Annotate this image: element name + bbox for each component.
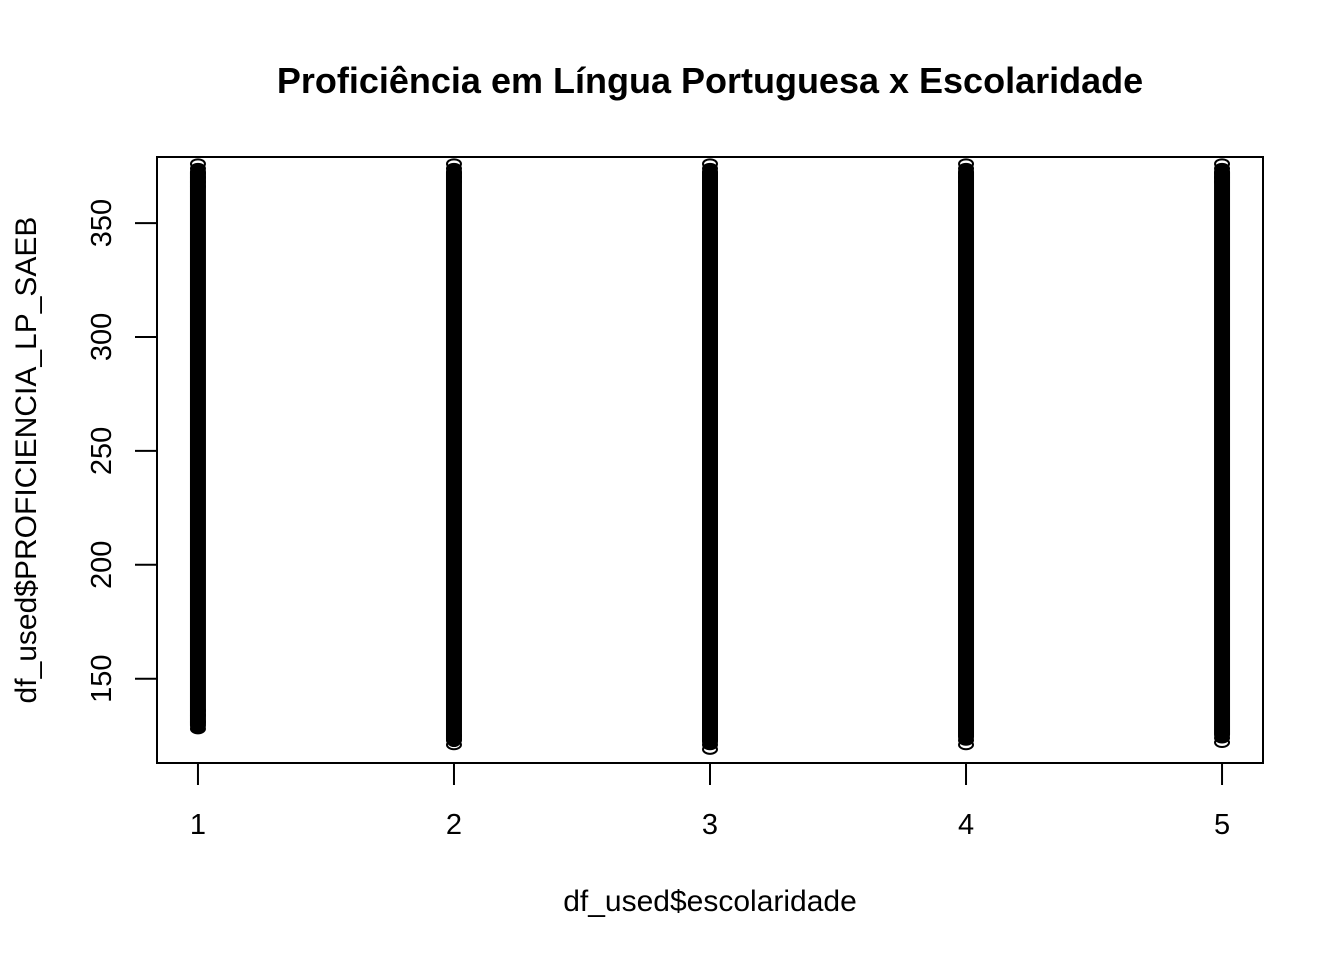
data-point — [702, 743, 718, 755]
y-axis-label: df_used$PROFICIENCIA_LP_SAEB — [10, 217, 43, 704]
y-tick-label: 300 — [86, 313, 118, 361]
data-point — [958, 734, 975, 746]
point-column-4 — [958, 158, 975, 751]
x-tick-label: 2 — [446, 809, 462, 841]
data-point — [189, 705, 206, 717]
data-point — [1214, 158, 1231, 170]
data-point — [1214, 162, 1231, 174]
data-point — [702, 158, 718, 170]
y-tick-label: 350 — [86, 199, 118, 247]
data-point — [189, 709, 206, 721]
point-cluster-body — [1214, 163, 1231, 743]
data-point — [958, 739, 975, 751]
point-column-1 — [189, 158, 206, 735]
data-point — [189, 716, 206, 728]
data-point — [445, 730, 462, 742]
data-point — [445, 734, 462, 746]
data-point — [189, 158, 206, 170]
y-tick-label: 250 — [86, 427, 118, 475]
data-point — [445, 162, 462, 174]
data-point — [702, 162, 718, 174]
point-cluster-body — [702, 163, 718, 750]
data-point — [189, 723, 206, 735]
x-tick-label: 5 — [1214, 809, 1230, 841]
y-tick-label: 150 — [86, 655, 118, 703]
data-point — [189, 162, 206, 174]
point-cluster-body — [189, 163, 206, 734]
y-tick-label: 200 — [86, 541, 118, 589]
y-axis: 150 200 250 300 350 — [86, 199, 158, 703]
x-axis-label: df_used$escolaridade — [563, 885, 857, 918]
point-column-5 — [1214, 158, 1231, 748]
point-column-2 — [445, 158, 462, 751]
x-axis: 1 2 3 4 5 — [190, 762, 1230, 841]
point-cluster-body — [445, 163, 462, 748]
data-point — [445, 158, 462, 170]
data-point — [702, 739, 718, 751]
x-tick-label: 4 — [958, 809, 974, 841]
data-point — [1214, 732, 1231, 744]
point-cluster-body — [958, 163, 975, 745]
data-point — [958, 158, 975, 170]
chart-title: Proficiência em Língua Portuguesa x Esco… — [277, 60, 1143, 101]
x-tick-label: 3 — [702, 809, 718, 841]
points-layer — [189, 158, 1231, 755]
data-point — [958, 162, 975, 174]
data-point — [1214, 736, 1231, 748]
x-tick-label: 1 — [190, 809, 206, 841]
point-column-3 — [702, 158, 718, 755]
